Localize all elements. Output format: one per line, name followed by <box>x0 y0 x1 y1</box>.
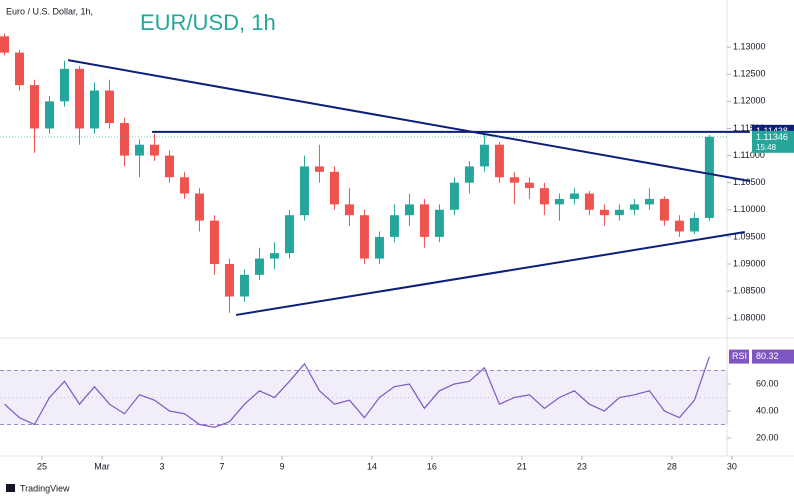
candle-body <box>44 101 54 129</box>
last-price-label: 1.11346 <box>756 132 788 142</box>
candle-body <box>59 68 69 102</box>
rsi-line <box>4 356 710 428</box>
x-tick-label: 14 <box>367 461 377 471</box>
candle-body <box>434 209 444 237</box>
candle-body <box>179 177 189 194</box>
x-tick-label: 23 <box>577 461 587 471</box>
candle-body <box>689 217 699 232</box>
candle-body <box>644 198 654 205</box>
candle-body <box>704 136 714 218</box>
candle-body <box>209 220 219 264</box>
y-tick-label: 40.00 <box>756 405 779 415</box>
candle-body <box>494 144 504 178</box>
y-tick-label: 1.08000 <box>733 313 766 323</box>
candle-body <box>584 193 594 210</box>
x-tick-label: 3 <box>159 461 164 471</box>
x-tick-label: 25 <box>37 461 47 471</box>
series-value-label: 80.32 <box>756 351 779 361</box>
y-tick-label: 1.11500 <box>733 123 765 133</box>
candle-body <box>674 220 684 232</box>
candle-body <box>89 90 99 129</box>
candle-body <box>599 209 609 216</box>
candle-body <box>254 258 264 275</box>
y-tick-label: 20.00 <box>756 432 779 442</box>
candle-body <box>524 182 534 189</box>
candle-body <box>119 123 129 156</box>
candle-body <box>389 215 399 237</box>
candle-body <box>14 52 24 86</box>
candle-body <box>614 209 624 216</box>
series-value-box <box>752 349 794 364</box>
y-tick-label: 1.13000 <box>733 42 766 52</box>
candle-body <box>539 188 549 205</box>
x-tick-label: 9 <box>279 461 284 471</box>
y-tick-label: 1.11000 <box>733 150 765 160</box>
x-tick-label: 21 <box>517 461 527 471</box>
candle-body <box>299 166 309 216</box>
candle-body <box>509 177 519 183</box>
brand: TradingView <box>20 483 70 493</box>
candle-body <box>224 263 234 297</box>
x-tick-label: 28 <box>667 461 677 471</box>
x-tick-label: 7 <box>219 461 224 471</box>
subtitle: Euro / U.S. Dollar, 1h, <box>6 6 93 16</box>
y-tick-label: 1.09000 <box>733 258 766 268</box>
y-tick-label: 1.10000 <box>733 204 766 214</box>
candle-body <box>464 166 474 183</box>
candle-body <box>269 253 279 259</box>
candle-body <box>104 90 114 124</box>
y-tick-label: 1.10500 <box>733 177 766 187</box>
candle-body <box>554 198 564 205</box>
last-price-box <box>752 130 794 153</box>
candle-body <box>359 215 369 259</box>
countdown-label: 15:48 <box>756 143 777 152</box>
trendline <box>67 59 751 183</box>
y-tick-label: 1.09500 <box>733 231 766 241</box>
candle-body <box>629 204 639 210</box>
candle-body <box>0 36 9 53</box>
series-name-box <box>729 349 749 364</box>
candle-body <box>659 198 669 221</box>
y-tick-label: 60.00 <box>756 378 779 388</box>
candle-body <box>134 144 144 156</box>
candle-body <box>284 215 294 254</box>
x-tick-label: Mar <box>94 461 110 471</box>
candle-body <box>404 204 414 216</box>
candle-body <box>239 274 249 297</box>
candle-body <box>314 166 324 172</box>
trendline <box>235 231 745 316</box>
candle-body <box>74 68 84 129</box>
candle-body <box>344 204 354 216</box>
series-name: RSI <box>732 351 747 361</box>
y-tick-label: 1.12000 <box>733 96 766 106</box>
candle-body <box>29 85 39 129</box>
y-tick-label: 1.08500 <box>733 285 766 295</box>
logo <box>6 484 15 492</box>
candle-body <box>479 144 489 167</box>
candle-body <box>194 193 204 221</box>
y-tick-label: 1.12500 <box>733 69 766 79</box>
x-tick-label: 16 <box>427 461 437 471</box>
candle-body <box>449 182 459 210</box>
chart-title: EUR/USD, 1h <box>140 10 276 35</box>
candle-body <box>419 204 429 237</box>
candle-body <box>164 155 174 178</box>
candle-body <box>329 171 339 205</box>
candle-body <box>569 193 579 199</box>
candle-body <box>374 236 384 259</box>
x-tick-label: 30 <box>727 461 737 471</box>
candle-body <box>149 144 159 156</box>
